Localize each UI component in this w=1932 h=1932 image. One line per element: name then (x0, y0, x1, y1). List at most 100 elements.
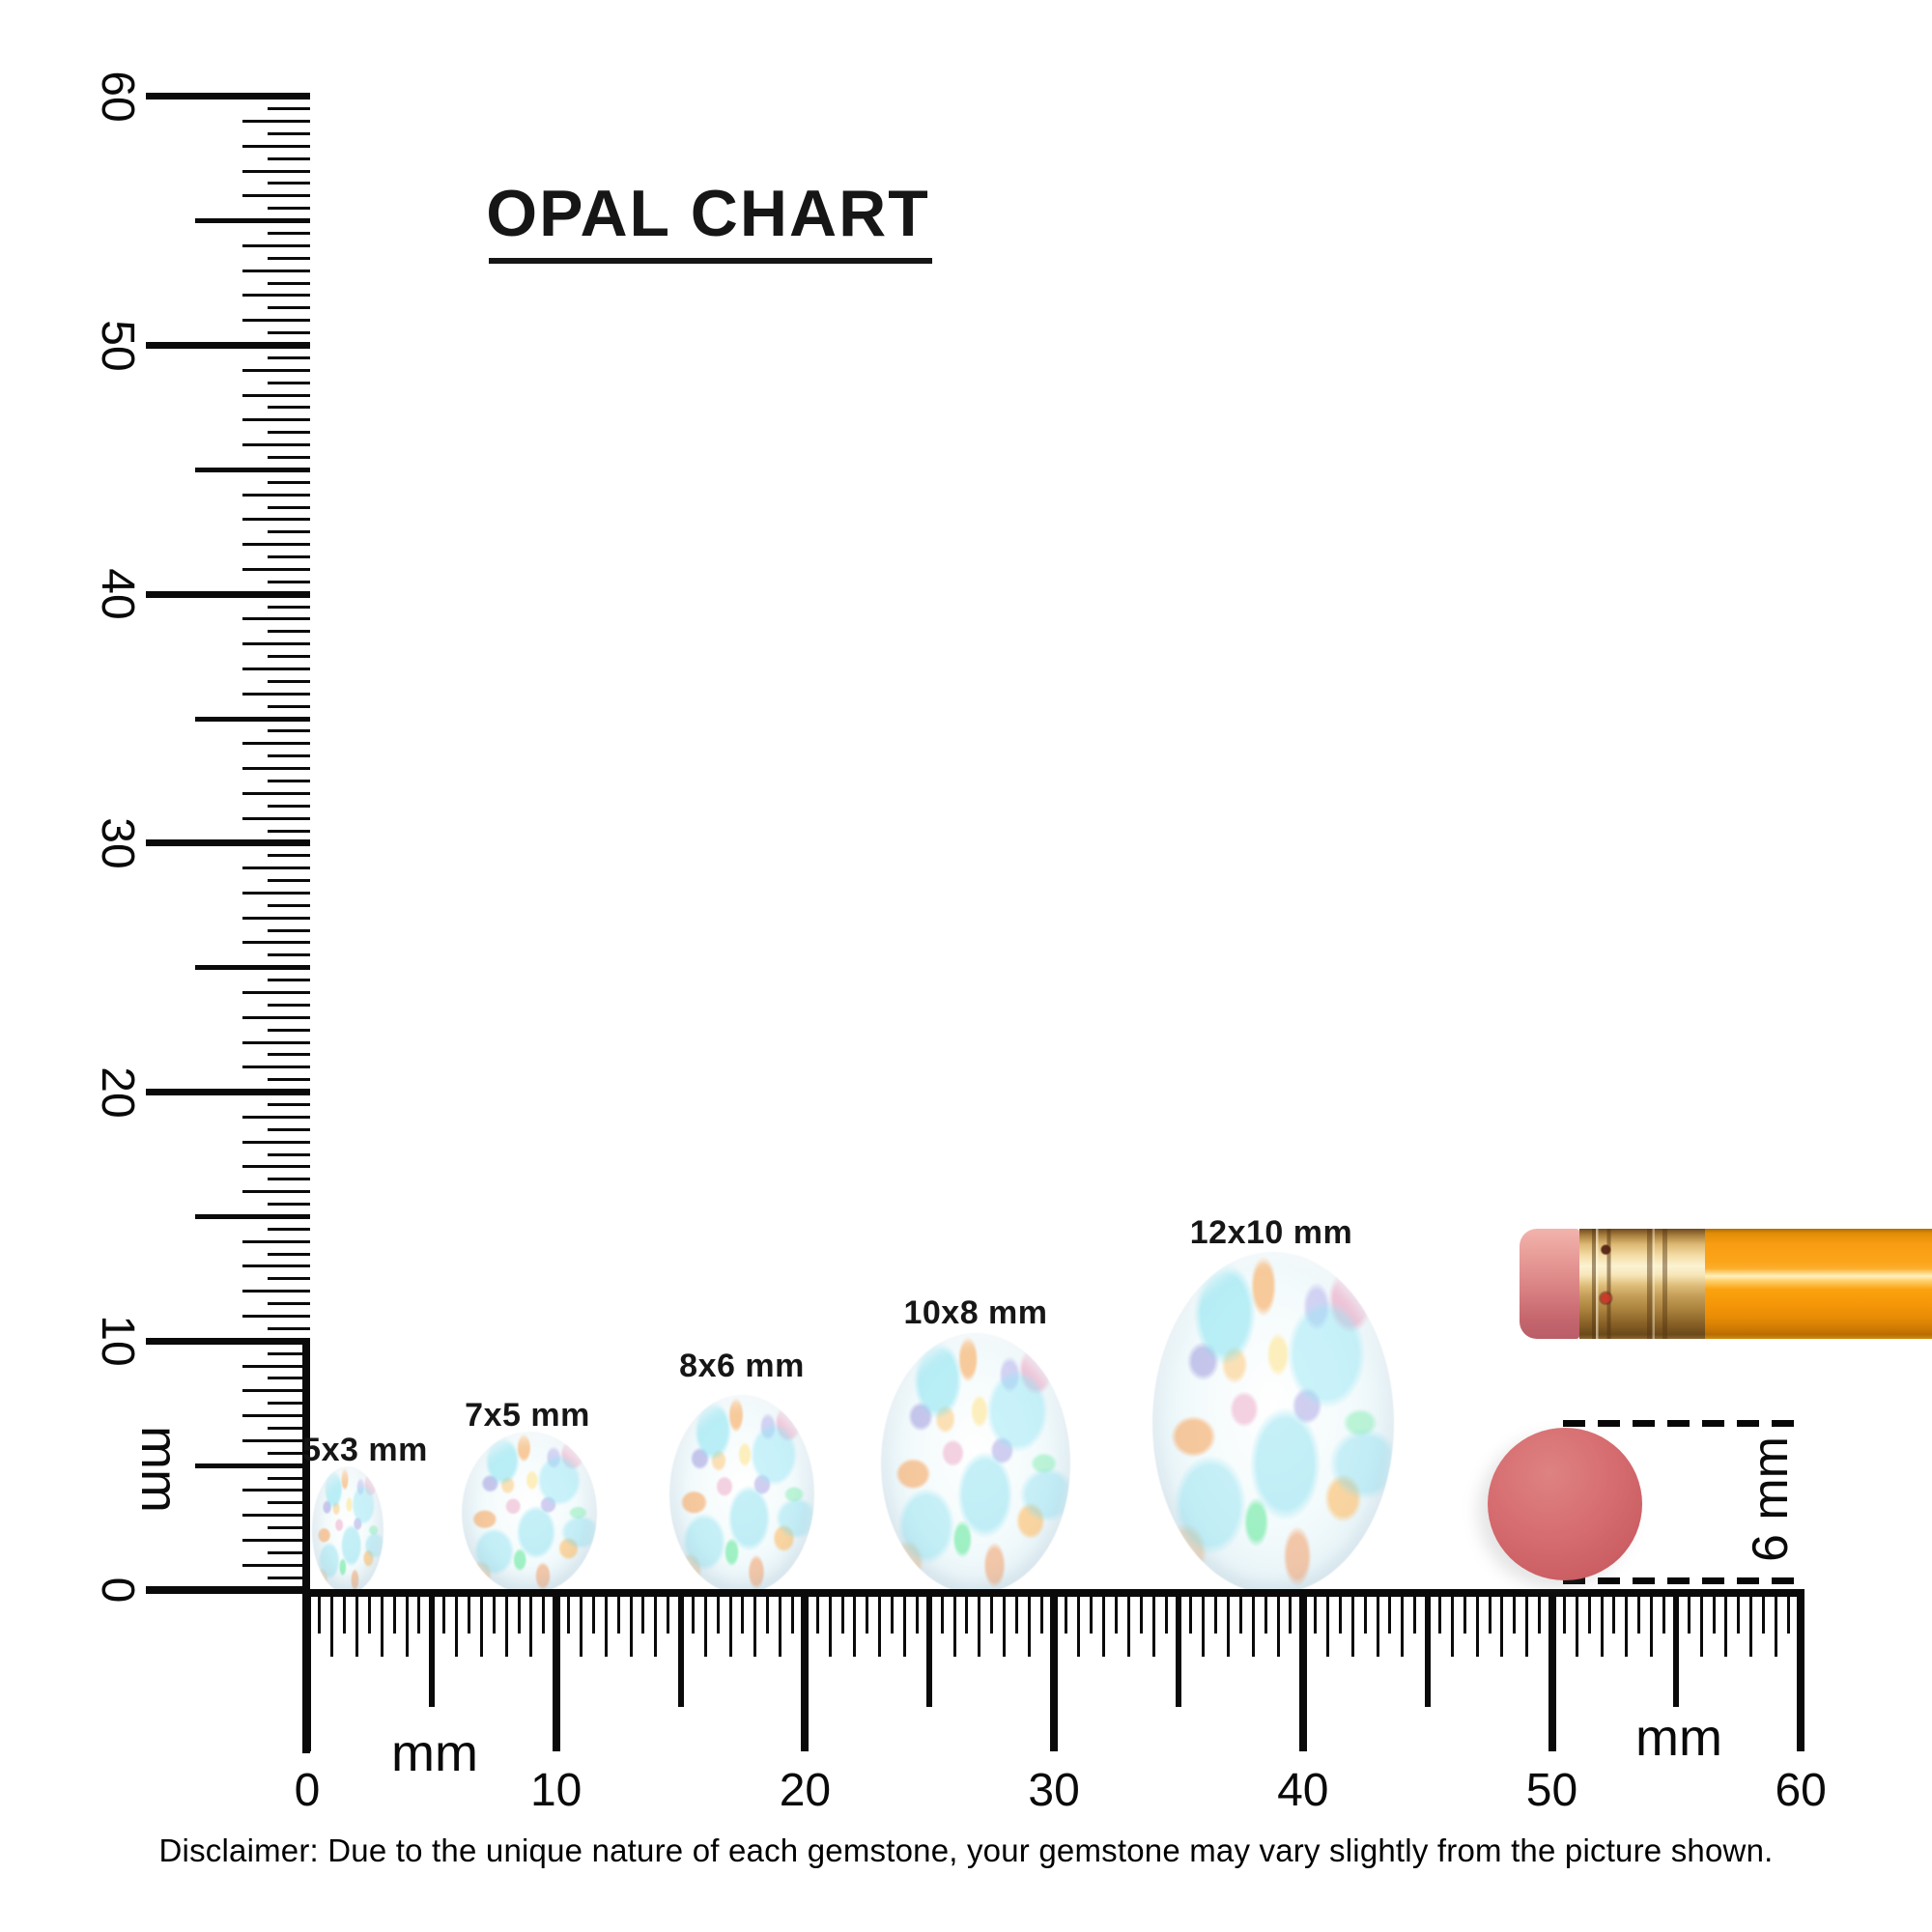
v-ruler-tick (146, 93, 310, 100)
h-ruler-tick (1014, 1593, 1018, 1634)
h-ruler-tick (1164, 1593, 1168, 1634)
v-ruler-tick (268, 903, 310, 907)
v-ruler-tick (242, 269, 310, 272)
v-ruler-tick (242, 418, 310, 422)
v-ruler-tick (268, 655, 310, 659)
v-ruler-label: 20 (92, 1065, 143, 1119)
v-ruler-tick (242, 617, 310, 621)
v-ruler-tick (146, 342, 310, 349)
h-ruler-tick (691, 1593, 695, 1634)
h-ruler-tick (1276, 1593, 1280, 1657)
v-ruler-tick (268, 580, 310, 583)
v-ruler-tick (268, 530, 310, 534)
h-ruler-tick (1687, 1593, 1690, 1634)
h-ruler-tick (468, 1593, 470, 1634)
h-ruler-tick (1139, 1593, 1143, 1634)
opal-size-label: 8x6 mm (679, 1348, 805, 1384)
v-ruler-tick (268, 1178, 310, 1181)
v-ruler-tick (242, 1140, 310, 1144)
v-ruler-tick (268, 107, 310, 111)
v-ruler-tick (242, 1015, 310, 1019)
h-ruler-tick (1625, 1593, 1629, 1657)
opal-10x8mm (881, 1333, 1070, 1594)
pencil-eraser (1520, 1229, 1579, 1339)
h-ruler-tick (1338, 1593, 1342, 1634)
h-ruler-tick (902, 1593, 906, 1657)
h-ruler-label: 60 (1775, 1765, 1827, 1816)
h-ruler-tick (1737, 1593, 1741, 1634)
v-ruler-tick (268, 1402, 310, 1406)
v-ruler-tick (268, 729, 310, 733)
dimension-dash-bottom (1563, 1577, 1799, 1584)
h-ruler-tick (1202, 1593, 1206, 1657)
h-ruler-tick (455, 1593, 459, 1657)
h-ruler-tick (791, 1593, 794, 1634)
h-ruler-tick (1151, 1593, 1155, 1657)
h-ruler-tick (1562, 1593, 1566, 1634)
v-ruler-tick (242, 867, 310, 870)
v-ruler-tick (242, 1239, 310, 1243)
h-ruler-tick (716, 1593, 720, 1634)
round-eraser-reference (1488, 1428, 1642, 1580)
h-ruler-tick (529, 1593, 533, 1657)
v-ruler-tick (268, 1326, 310, 1330)
v-ruler-tick (268, 1377, 310, 1380)
v-ruler-tick (268, 1451, 310, 1455)
h-ruler-tick (891, 1593, 895, 1634)
v-ruler-label: 50 (92, 319, 143, 372)
v-ruler-tick (195, 1213, 310, 1219)
opal-size-label: 10x8 mm (903, 1294, 1048, 1331)
h-ruler-tick (355, 1593, 359, 1657)
h-ruler-tick (1673, 1593, 1680, 1707)
v-ruler-tick (242, 493, 310, 497)
horizontal-ruler-edge (302, 1589, 1804, 1597)
v-ruler-tick (268, 505, 310, 509)
h-ruler-tick (1376, 1593, 1379, 1657)
h-ruler-tick (1050, 1593, 1059, 1751)
h-ruler-tick (866, 1593, 869, 1634)
v-ruler-tick (268, 431, 310, 435)
v-ruler-tick (242, 194, 310, 198)
h-ruler-tick (667, 1593, 670, 1634)
v-ruler-tick (268, 1227, 310, 1231)
h-ruler-tick (990, 1593, 994, 1634)
v-ruler-tick (268, 1028, 310, 1032)
h-ruler-tick (1289, 1593, 1293, 1634)
page-title: OPAL CHART (486, 177, 930, 250)
v-ruler-tick (268, 156, 310, 160)
h-ruler-tick (1401, 1593, 1405, 1657)
v-ruler-tick (242, 941, 310, 945)
v-ruler-tick (242, 1514, 310, 1518)
h-ruler-tick (1712, 1593, 1716, 1634)
v-ruler-tick (146, 1337, 310, 1345)
dimension-dash-top (1563, 1420, 1799, 1427)
h-ruler-tick (428, 1593, 435, 1707)
h-ruler-tick (492, 1593, 496, 1634)
title-underline (489, 258, 932, 264)
v-ruler-tick (268, 1003, 310, 1007)
v-ruler-tick (242, 1040, 310, 1044)
v-ruler-tick (242, 1190, 310, 1194)
h-ruler-tick (380, 1593, 384, 1657)
v-ruler-tick (268, 953, 310, 957)
v-ruler-tick (268, 1550, 310, 1554)
h-ruler-tick (940, 1593, 944, 1634)
v-ruler-tick (268, 1078, 310, 1082)
h-ruler-tick (1350, 1593, 1354, 1657)
h-ruler-tick (1749, 1593, 1753, 1657)
h-ruler-tick (1424, 1593, 1431, 1707)
h-ruler-tick (1115, 1593, 1119, 1634)
h-ruler-tick (417, 1593, 421, 1634)
v-ruler-tick (242, 144, 310, 148)
h-ruler-tick (1612, 1593, 1616, 1634)
v-ruler-tick (242, 120, 310, 124)
v-ruler-tick (268, 1053, 310, 1057)
v-ruler-tick (242, 1315, 310, 1319)
vertical-ruler-unit-label: mm (130, 1426, 188, 1513)
disclaimer-text: Disclaimer: Due to the unique nature of … (158, 1833, 1774, 1868)
h-ruler-tick (1102, 1593, 1106, 1657)
v-ruler-tick (268, 1426, 310, 1430)
v-ruler-tick (268, 281, 310, 285)
v-ruler-tick (268, 630, 310, 634)
h-ruler-tick (405, 1593, 409, 1657)
